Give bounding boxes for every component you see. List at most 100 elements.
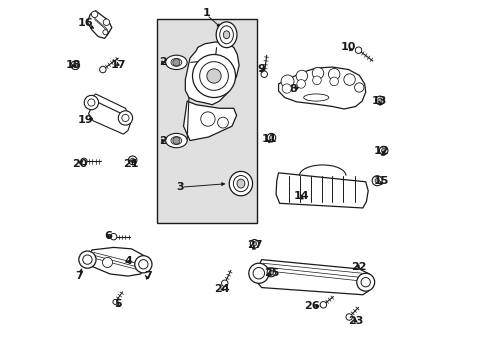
Bar xyxy=(156,19,257,223)
Circle shape xyxy=(282,84,291,93)
Circle shape xyxy=(221,280,227,287)
Circle shape xyxy=(102,30,108,35)
Circle shape xyxy=(206,69,221,83)
Text: 14: 14 xyxy=(293,191,309,201)
Polygon shape xyxy=(87,11,112,39)
Text: 2: 2 xyxy=(159,136,166,145)
Ellipse shape xyxy=(171,58,182,66)
Circle shape xyxy=(84,95,99,110)
Ellipse shape xyxy=(303,94,328,101)
Circle shape xyxy=(377,98,382,103)
Text: 1: 1 xyxy=(203,8,210,18)
Polygon shape xyxy=(278,67,365,109)
Circle shape xyxy=(192,54,235,98)
Circle shape xyxy=(269,135,273,140)
Circle shape xyxy=(346,314,352,320)
Ellipse shape xyxy=(216,22,237,48)
Circle shape xyxy=(375,96,384,105)
Circle shape xyxy=(281,75,293,88)
Circle shape xyxy=(379,146,387,155)
Polygon shape xyxy=(185,42,239,105)
Circle shape xyxy=(88,99,95,106)
Ellipse shape xyxy=(237,179,244,188)
Circle shape xyxy=(296,70,307,82)
Text: 7: 7 xyxy=(143,271,151,281)
Circle shape xyxy=(261,71,267,77)
Circle shape xyxy=(128,156,137,165)
Text: 13: 13 xyxy=(370,96,386,106)
Circle shape xyxy=(328,68,339,80)
Circle shape xyxy=(79,251,96,268)
Ellipse shape xyxy=(223,31,229,39)
Text: 2: 2 xyxy=(159,57,166,67)
Ellipse shape xyxy=(219,26,233,44)
Circle shape xyxy=(122,114,129,122)
Circle shape xyxy=(374,179,379,183)
Circle shape xyxy=(81,158,87,165)
Circle shape xyxy=(110,233,117,240)
Text: 16: 16 xyxy=(78,18,94,28)
Circle shape xyxy=(248,263,268,283)
Text: 10: 10 xyxy=(340,42,355,52)
Circle shape xyxy=(252,242,256,246)
Circle shape xyxy=(266,134,275,142)
Circle shape xyxy=(371,176,382,186)
Text: 3: 3 xyxy=(176,182,183,192)
Circle shape xyxy=(356,273,374,291)
Circle shape xyxy=(102,257,112,267)
Circle shape xyxy=(82,255,92,264)
Polygon shape xyxy=(183,101,236,140)
Text: 7: 7 xyxy=(75,271,82,281)
Text: 27: 27 xyxy=(246,240,262,250)
Circle shape xyxy=(250,239,258,248)
Circle shape xyxy=(118,111,132,125)
Circle shape xyxy=(100,66,106,73)
Text: 21: 21 xyxy=(122,159,138,169)
Polygon shape xyxy=(276,173,367,208)
Circle shape xyxy=(329,77,338,86)
Circle shape xyxy=(172,59,180,66)
Circle shape xyxy=(296,80,305,88)
Text: 4: 4 xyxy=(124,256,132,266)
Circle shape xyxy=(253,267,264,279)
Circle shape xyxy=(312,67,323,79)
Circle shape xyxy=(355,47,361,53)
Circle shape xyxy=(135,256,152,273)
Circle shape xyxy=(73,63,77,67)
Circle shape xyxy=(91,11,98,18)
Circle shape xyxy=(139,260,148,269)
Circle shape xyxy=(217,117,228,128)
Circle shape xyxy=(201,112,215,126)
Polygon shape xyxy=(87,94,129,126)
Text: 23: 23 xyxy=(347,316,363,325)
Circle shape xyxy=(71,61,80,69)
Text: 15: 15 xyxy=(373,176,388,186)
Text: 9: 9 xyxy=(257,64,265,74)
Circle shape xyxy=(312,76,321,85)
Text: 25: 25 xyxy=(263,268,279,278)
Text: 26: 26 xyxy=(304,301,319,311)
Ellipse shape xyxy=(165,134,187,148)
Ellipse shape xyxy=(229,171,252,196)
Circle shape xyxy=(113,300,118,305)
Circle shape xyxy=(320,302,326,308)
Circle shape xyxy=(103,19,109,26)
Text: 11: 11 xyxy=(261,134,277,144)
Polygon shape xyxy=(88,102,130,134)
Polygon shape xyxy=(257,260,371,295)
Circle shape xyxy=(199,62,228,90)
Circle shape xyxy=(266,268,275,277)
Circle shape xyxy=(354,83,363,92)
Polygon shape xyxy=(85,247,145,276)
Circle shape xyxy=(130,158,135,162)
Circle shape xyxy=(172,137,180,144)
Circle shape xyxy=(269,270,273,275)
Circle shape xyxy=(360,278,369,287)
Text: 6: 6 xyxy=(104,231,112,240)
Circle shape xyxy=(381,148,385,153)
Text: 18: 18 xyxy=(65,60,81,70)
Text: 8: 8 xyxy=(288,84,296,94)
Text: 24: 24 xyxy=(214,284,230,294)
Circle shape xyxy=(343,74,355,85)
Ellipse shape xyxy=(165,55,187,69)
